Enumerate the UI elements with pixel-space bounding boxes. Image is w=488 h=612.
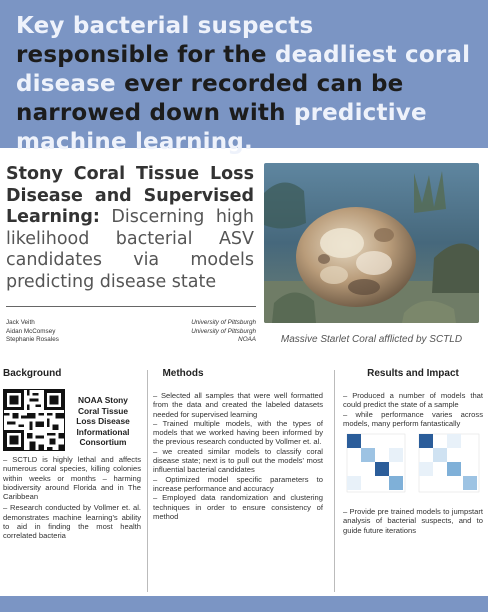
- results-bullet: – while performance varies across models…: [343, 409, 483, 428]
- qr-code-icon[interactable]: [3, 389, 65, 451]
- author-row: Stephanie Rosales NOAA: [6, 336, 256, 345]
- column-divider: [147, 370, 148, 592]
- headline-segment: predictive machine learning.: [16, 100, 427, 155]
- methods-bullet: – Optimized model specific parameters to…: [153, 474, 323, 493]
- author-affiliation: NOAA: [238, 336, 256, 343]
- headline-segment: responsible for the: [16, 42, 275, 68]
- poster-title-subtitle: Discerning high likelihood bacterial ASV…: [6, 207, 254, 292]
- results-heading: Results and Impact: [367, 368, 459, 379]
- methods-bullet: – Employed data randomization and cluste…: [153, 493, 323, 521]
- headline-banner: Key bacterial suspects responsible for t…: [0, 0, 488, 155]
- results-section: Results and Impact – Produced a number o…: [343, 368, 483, 596]
- author-name: Stephanie Rosales: [6, 336, 59, 343]
- headline-segment: Key bacterial suspects: [16, 13, 314, 39]
- methods-heading: Methods: [162, 368, 204, 379]
- methods-bullet: – Selected all samples that were well fo…: [153, 391, 323, 419]
- background-heading: Background: [3, 368, 62, 379]
- qr-label: NOAA Stony Coral Tissue Loss Disease Inf…: [76, 395, 130, 447]
- background-bullet: – SCTLD is highly lethal and affects num…: [3, 455, 141, 502]
- methods-section: Methods – Selected all samples that were…: [153, 368, 323, 596]
- coral-photo: [264, 163, 479, 323]
- methods-bullet: – Trained multiple models, with the type…: [153, 418, 323, 447]
- column-divider: [334, 370, 335, 592]
- author-list: Jack Veith University of Pittsburgh Aida…: [6, 306, 256, 345]
- poster-title: Stony Coral Tissue Loss Disease and Supe…: [6, 164, 254, 293]
- photo-caption: Massive Starlet Coral afflicted by SCTLD: [280, 334, 463, 345]
- confusion-matrix-heatmaps: [346, 433, 480, 493]
- author-affiliation: University of Pittsburgh: [191, 319, 256, 326]
- headline-segment: deadliest coral disease: [16, 42, 471, 97]
- methods-bullet: – we created similar models to classify …: [153, 446, 323, 475]
- heatmap-left: [346, 433, 406, 493]
- background-section: Background NOAA Stony Coral Tissue Loss …: [3, 368, 141, 596]
- qr-block: NOAA Stony Coral Tissue Loss Disease Inf…: [3, 389, 141, 451]
- author-row: Jack Veith University of Pittsburgh: [6, 319, 256, 328]
- headline-segment: ever recorded can be narrowed down with: [16, 71, 404, 126]
- results-bullet: – Provide pre trained models to jumpstar…: [343, 507, 483, 535]
- heatmap-right: [418, 433, 480, 493]
- poster-title-bold: Stony Coral Tissue Loss Disease and Supe…: [6, 164, 254, 227]
- background-bullet: – Research conducted by Vollmer et. al. …: [3, 503, 141, 541]
- results-bullet: – Produced a number of models that could…: [343, 391, 483, 410]
- author-name: Aidan McComsey: [6, 327, 56, 335]
- author-name: Jack Veith: [6, 319, 35, 326]
- author-row: Aidan McComsey University of Pittsburgh: [6, 328, 256, 337]
- footer-band: [0, 596, 488, 612]
- author-affiliation: University of Pittsburgh: [191, 327, 256, 335]
